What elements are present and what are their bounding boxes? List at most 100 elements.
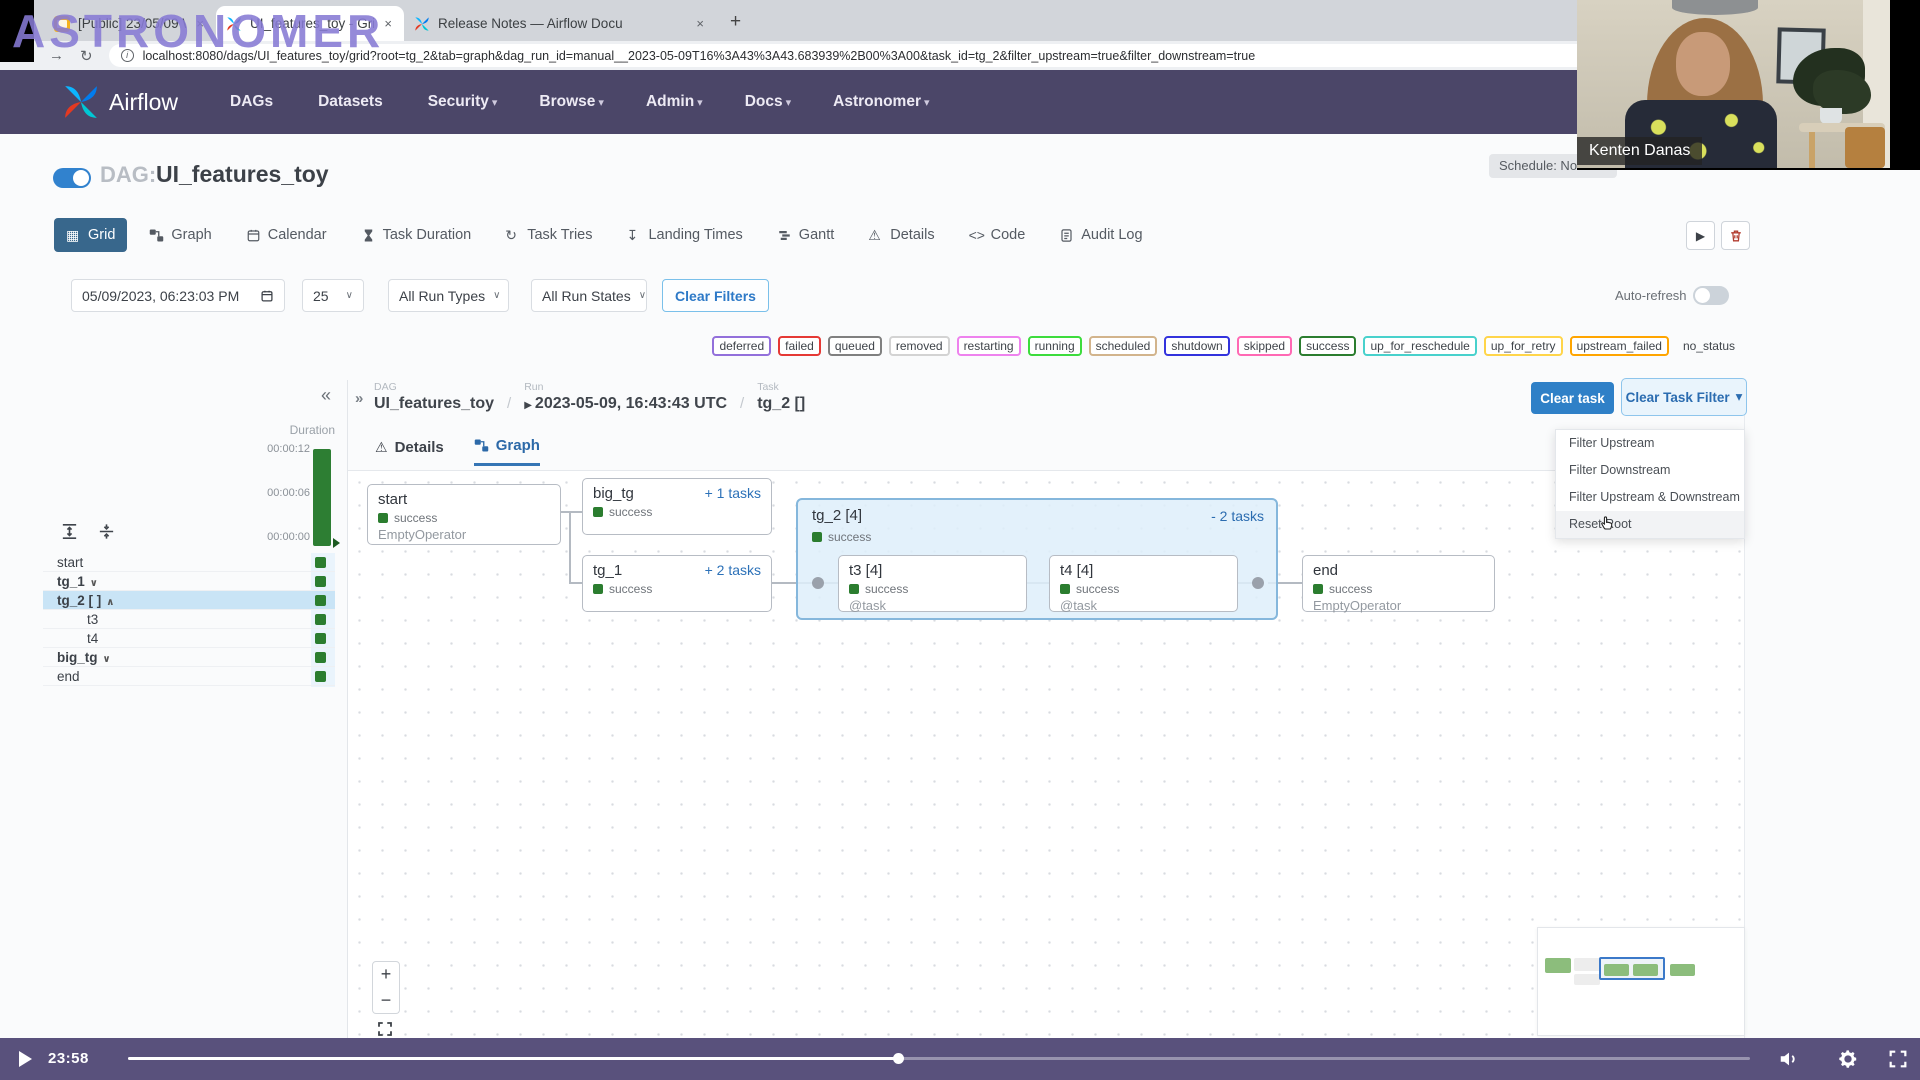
navbar-item-docs[interactable]: Docs ▾ bbox=[744, 93, 792, 110]
tab-task-tries[interactable]: ↻ Task Tries bbox=[505, 226, 593, 243]
tab-audit-log[interactable]: Audit Log bbox=[1047, 218, 1154, 252]
task-state-square[interactable] bbox=[315, 652, 326, 663]
caret-down-icon: ▾ bbox=[598, 97, 604, 109]
tab-calendar[interactable]: Calendar bbox=[234, 218, 339, 252]
collapse-tasks-link[interactable]: - 2 tasks bbox=[1211, 508, 1264, 524]
auto-refresh-toggle[interactable] bbox=[1693, 286, 1729, 305]
clear-task-filter-button[interactable]: Clear Task Filter ▾ bbox=[1621, 378, 1747, 416]
new-tab-button[interactable]: + bbox=[730, 11, 742, 32]
task-row-t4[interactable]: t4 bbox=[43, 629, 335, 648]
breadcrumb-dag[interactable]: DAG UI_features_toy bbox=[374, 381, 495, 412]
settings-gear-icon[interactable] bbox=[1837, 1048, 1859, 1070]
chevron-down-icon[interactable]: ∨ bbox=[89, 578, 98, 589]
seek-handle[interactable] bbox=[893, 1053, 905, 1064]
chevron-up-icon[interactable]: ∧ bbox=[106, 597, 115, 608]
expand-tasks-link[interactable]: + 2 tasks bbox=[704, 562, 761, 578]
task-state-square[interactable] bbox=[315, 576, 326, 587]
clear-task-button[interactable]: Clear task bbox=[1531, 382, 1614, 414]
task-row-end[interactable]: end bbox=[43, 667, 335, 686]
site-info-icon[interactable]: i bbox=[120, 49, 134, 62]
task-row-tg-1[interactable]: tg_1 ∨ bbox=[43, 572, 335, 591]
collapse-panel-icon[interactable]: « bbox=[321, 385, 332, 405]
expand-tasks-link[interactable]: + 1 tasks bbox=[704, 485, 761, 501]
menu-item-filter-upstream[interactable]: Filter Upstream bbox=[1569, 436, 1655, 450]
browser-tab-release-notes[interactable]: Release Notes — Airflow Docu × bbox=[404, 6, 716, 41]
navbar-item-admin[interactable]: Admin ▾ bbox=[645, 93, 703, 110]
fit-view-icon[interactable] bbox=[376, 1020, 394, 1038]
success-square-icon bbox=[1060, 584, 1070, 594]
menu-item-reset-root[interactable]: Reset Root bbox=[1556, 511, 1744, 538]
date-filter-input[interactable]: 05/09/2023, 06:23:03 PM bbox=[71, 279, 285, 312]
tab-code[interactable]: <> Code bbox=[968, 226, 1026, 243]
tab-landing-times[interactable]: ↧ Landing Times bbox=[626, 226, 743, 243]
close-tab-icon[interactable]: × bbox=[384, 16, 392, 31]
task-row-big-tg[interactable]: big_tg ∨ bbox=[43, 648, 335, 667]
delete-dag-button[interactable] bbox=[1721, 221, 1750, 250]
task-node-start[interactable]: start success EmptyOperator bbox=[367, 484, 561, 545]
page-size-select[interactable]: 25 ∨ bbox=[302, 279, 364, 312]
chevron-down-icon[interactable]: ∨ bbox=[102, 654, 111, 665]
navbar-item-security[interactable]: Security ▾ bbox=[427, 93, 498, 110]
task-state-square[interactable] bbox=[315, 557, 326, 568]
collapse-rows-button[interactable] bbox=[90, 517, 122, 545]
task-state-square[interactable] bbox=[315, 671, 326, 682]
legend-pill: queued bbox=[827, 336, 882, 356]
address-bar[interactable]: i localhost:8080/dags/UI_features_toy/gr… bbox=[108, 44, 1599, 67]
breadcrumb-run[interactable]: Run ▶ 2023-05-09, 16:43:43 UTC bbox=[524, 381, 728, 412]
zoom-in-button[interactable]: + bbox=[372, 961, 400, 988]
tab-grid[interactable]: ▦ Grid bbox=[54, 218, 128, 252]
fullscreen-icon[interactable] bbox=[1887, 1048, 1909, 1070]
close-tab-icon[interactable]: × bbox=[696, 16, 704, 31]
trash-icon bbox=[1730, 230, 1741, 241]
navbar-item-astronomer[interactable]: Astronomer ▾ bbox=[833, 93, 930, 110]
task-row-start[interactable]: start bbox=[43, 553, 335, 572]
task-state-square[interactable] bbox=[315, 595, 326, 606]
edge-connector-dot bbox=[1252, 577, 1264, 589]
run-types-select[interactable]: All Run Types ∨ bbox=[388, 279, 509, 312]
hourglass-icon bbox=[364, 229, 372, 241]
tab-details[interactable]: ⚠ Details bbox=[868, 226, 935, 243]
volume-icon[interactable] bbox=[1778, 1048, 1800, 1070]
task-node-t4[interactable]: t4 [4] success @task bbox=[1049, 555, 1238, 613]
expand-panel-icon[interactable]: » bbox=[355, 390, 364, 407]
close-tab-icon[interactable]: × bbox=[196, 16, 204, 31]
menu-item-filter-downstream[interactable]: Filter Downstream bbox=[1569, 463, 1671, 477]
task-node-big-tg[interactable]: big_tg + 1 tasks success bbox=[582, 478, 772, 535]
task-row-t3[interactable]: t3 bbox=[43, 610, 335, 629]
clear-filters-button[interactable]: Clear Filters bbox=[662, 279, 769, 312]
seek-bar[interactable] bbox=[128, 1053, 1750, 1064]
navbar-item-datasets[interactable]: Datasets bbox=[318, 93, 383, 110]
task-node-tg-1[interactable]: tg_1 + 2 tasks success bbox=[582, 555, 772, 612]
task-node-end[interactable]: end success EmptyOperator bbox=[1302, 555, 1495, 613]
browser-tab-whats-new[interactable]: [Public] 23/05/09 What's New × bbox=[44, 6, 216, 41]
refresh-icon[interactable]: ↻ bbox=[80, 47, 93, 65]
layout-toggle-button[interactable] bbox=[53, 517, 85, 545]
chevron-down-icon: ∨ bbox=[638, 290, 647, 301]
browser-tab-airflow-grid[interactable]: UI_features_toy - Grid - Airflow × bbox=[216, 6, 404, 41]
task-node-t3[interactable]: t3 [4] success @task bbox=[838, 555, 1027, 613]
dag-run-duration-bar[interactable] bbox=[313, 449, 331, 546]
tab-task-duration[interactable]: Task Duration bbox=[349, 218, 484, 252]
legend-pill: success bbox=[1299, 336, 1357, 356]
panel-tab-graph[interactable]: Graph bbox=[473, 437, 540, 466]
panel-tab-details[interactable]: ⚠ Details bbox=[375, 438, 444, 456]
menu-item-filter-upstream-downstream[interactable]: Filter Upstream & Downstream bbox=[1569, 490, 1740, 504]
tab-gantt[interactable]: Gantt bbox=[765, 218, 846, 252]
tab-graph[interactable]: Graph bbox=[137, 218, 223, 252]
trigger-dag-button[interactable]: ▶ bbox=[1686, 221, 1715, 250]
task-state-square[interactable] bbox=[315, 614, 326, 625]
graph-minimap[interactable] bbox=[1537, 927, 1745, 1036]
play-button[interactable] bbox=[19, 1051, 32, 1067]
plant-pot bbox=[1820, 108, 1842, 124]
zoom-out-button[interactable]: − bbox=[372, 987, 400, 1014]
airflow-brand: Airflow bbox=[109, 88, 179, 115]
task-row-tg-2[interactable]: tg_2 [ ] ∧ bbox=[43, 591, 335, 610]
task-state-square[interactable] bbox=[315, 633, 326, 644]
legend-pill: removed bbox=[888, 336, 950, 356]
breadcrumb-task[interactable]: Task tg_2 [] bbox=[757, 381, 806, 412]
run-states-select[interactable]: All Run States ∨ bbox=[531, 279, 647, 312]
forward-icon[interactable]: → bbox=[49, 47, 64, 64]
navbar-item-browse[interactable]: Browse ▾ bbox=[539, 93, 604, 110]
dag-pause-toggle[interactable] bbox=[53, 168, 91, 188]
navbar-item-dags[interactable]: DAGs bbox=[230, 93, 274, 110]
